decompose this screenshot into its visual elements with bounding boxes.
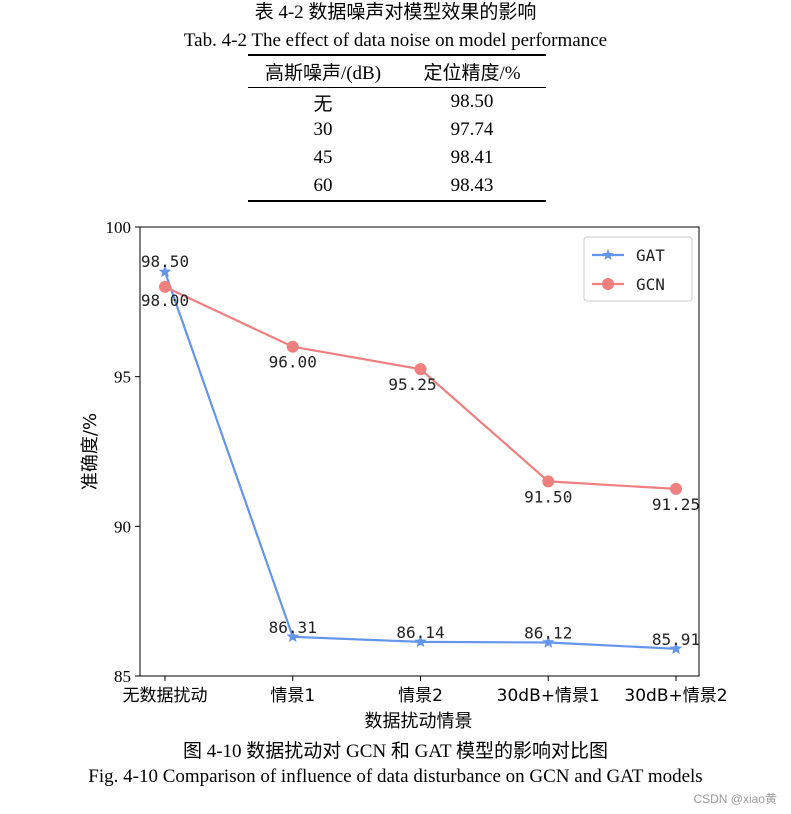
- table-header-row: 高斯噪声/(dB) 定位精度/%: [248, 55, 546, 88]
- y-axis-label: 准确度/%: [80, 413, 101, 490]
- gat-point: [669, 642, 683, 655]
- gat-data-label: 85.91: [652, 630, 700, 649]
- x-axis-label: 数据扰动情景: [365, 711, 473, 732]
- table-caption-en: Tab. 4-2 The effect of data noise on mod…: [183, 30, 608, 51]
- gat-series-line: [163, 271, 677, 650]
- legend-label-gcn: GCN: [636, 275, 665, 294]
- x-tick-label: 30dB+情景1: [497, 686, 600, 706]
- gcn-data-label: 98.00: [141, 291, 189, 310]
- cell-accuracy: 98.50: [450, 91, 494, 112]
- gat-point: [414, 635, 427, 648]
- figure-caption-en: Fig. 4-10 Comparison of influence of dat…: [88, 766, 703, 787]
- table-row: 60 98.43: [248, 172, 546, 201]
- gat-point: [286, 630, 300, 643]
- table-caption-cn: 表 4-2 数据噪声对模型效果的影响: [254, 2, 537, 23]
- gcn-data-label: 95.25: [388, 375, 436, 394]
- gcn-point: [159, 280, 171, 293]
- gat-data-label: 86.31: [269, 618, 317, 637]
- gat-data-label: 98.50: [141, 252, 189, 271]
- gcn-data-label: 91.25: [652, 495, 700, 514]
- accuracy-line-chart: 85 90 95 100 无数据扰动 情景1 情景2 30dB+情景1 30dB+情景2 数据扰动…: [80, 218, 728, 732]
- cell-noise: 无: [313, 93, 333, 115]
- cell-noise: 60: [313, 175, 333, 196]
- x-tick-label: 情景1: [270, 686, 315, 706]
- y-tick-label: 85: [114, 667, 131, 686]
- gat-data-label: 86.14: [396, 623, 444, 642]
- header-accuracy: 定位精度/%: [398, 55, 546, 88]
- y-tick-label: 100: [106, 218, 132, 237]
- noise-table: 高斯噪声/(dB) 定位精度/% 无 98.50 30 97.74 45 98.…: [248, 54, 546, 202]
- x-tick-label: 无数据扰动: [123, 686, 208, 706]
- legend-marker-gcn: [602, 278, 614, 290]
- gat-data-label: 86.12: [524, 623, 572, 642]
- gat-point: [541, 635, 555, 648]
- cell-noise: 30: [313, 119, 333, 140]
- y-tick-label: 95: [114, 368, 131, 387]
- gcn-data-label: 91.50: [524, 487, 572, 506]
- gat-point: [158, 265, 172, 278]
- gcn-point: [414, 363, 427, 376]
- cell-accuracy: 98.41: [450, 147, 494, 168]
- cell-accuracy: 97.74: [450, 119, 494, 140]
- watermark: CSDN @xiao黄: [693, 792, 777, 806]
- cell-accuracy: 98.43: [450, 175, 494, 196]
- x-tick-label: 情景2: [398, 686, 443, 706]
- gcn-point: [670, 482, 682, 495]
- x-tick-label: 30dB+情景2: [624, 686, 727, 706]
- legend-marker-gat: [602, 249, 614, 260]
- table-row: 无 98.50: [248, 88, 546, 117]
- figure-caption-cn: 图 4-10 数据扰动对 GCN 和 GAT 模型的影响对比图: [182, 741, 609, 762]
- plot-frame: [139, 226, 700, 677]
- gcn-point: [542, 475, 555, 488]
- header-noise: 高斯噪声/(dB): [248, 55, 398, 88]
- cell-noise: 45: [313, 147, 333, 168]
- y-tick-label: 90: [114, 517, 131, 536]
- table-row: 45 98.41: [248, 144, 546, 172]
- table-row: 30 97.74: [248, 116, 546, 144]
- legend-label-gat: GAT: [636, 246, 665, 265]
- gcn-point: [286, 340, 299, 353]
- gcn-data-label: 96.00: [269, 353, 317, 372]
